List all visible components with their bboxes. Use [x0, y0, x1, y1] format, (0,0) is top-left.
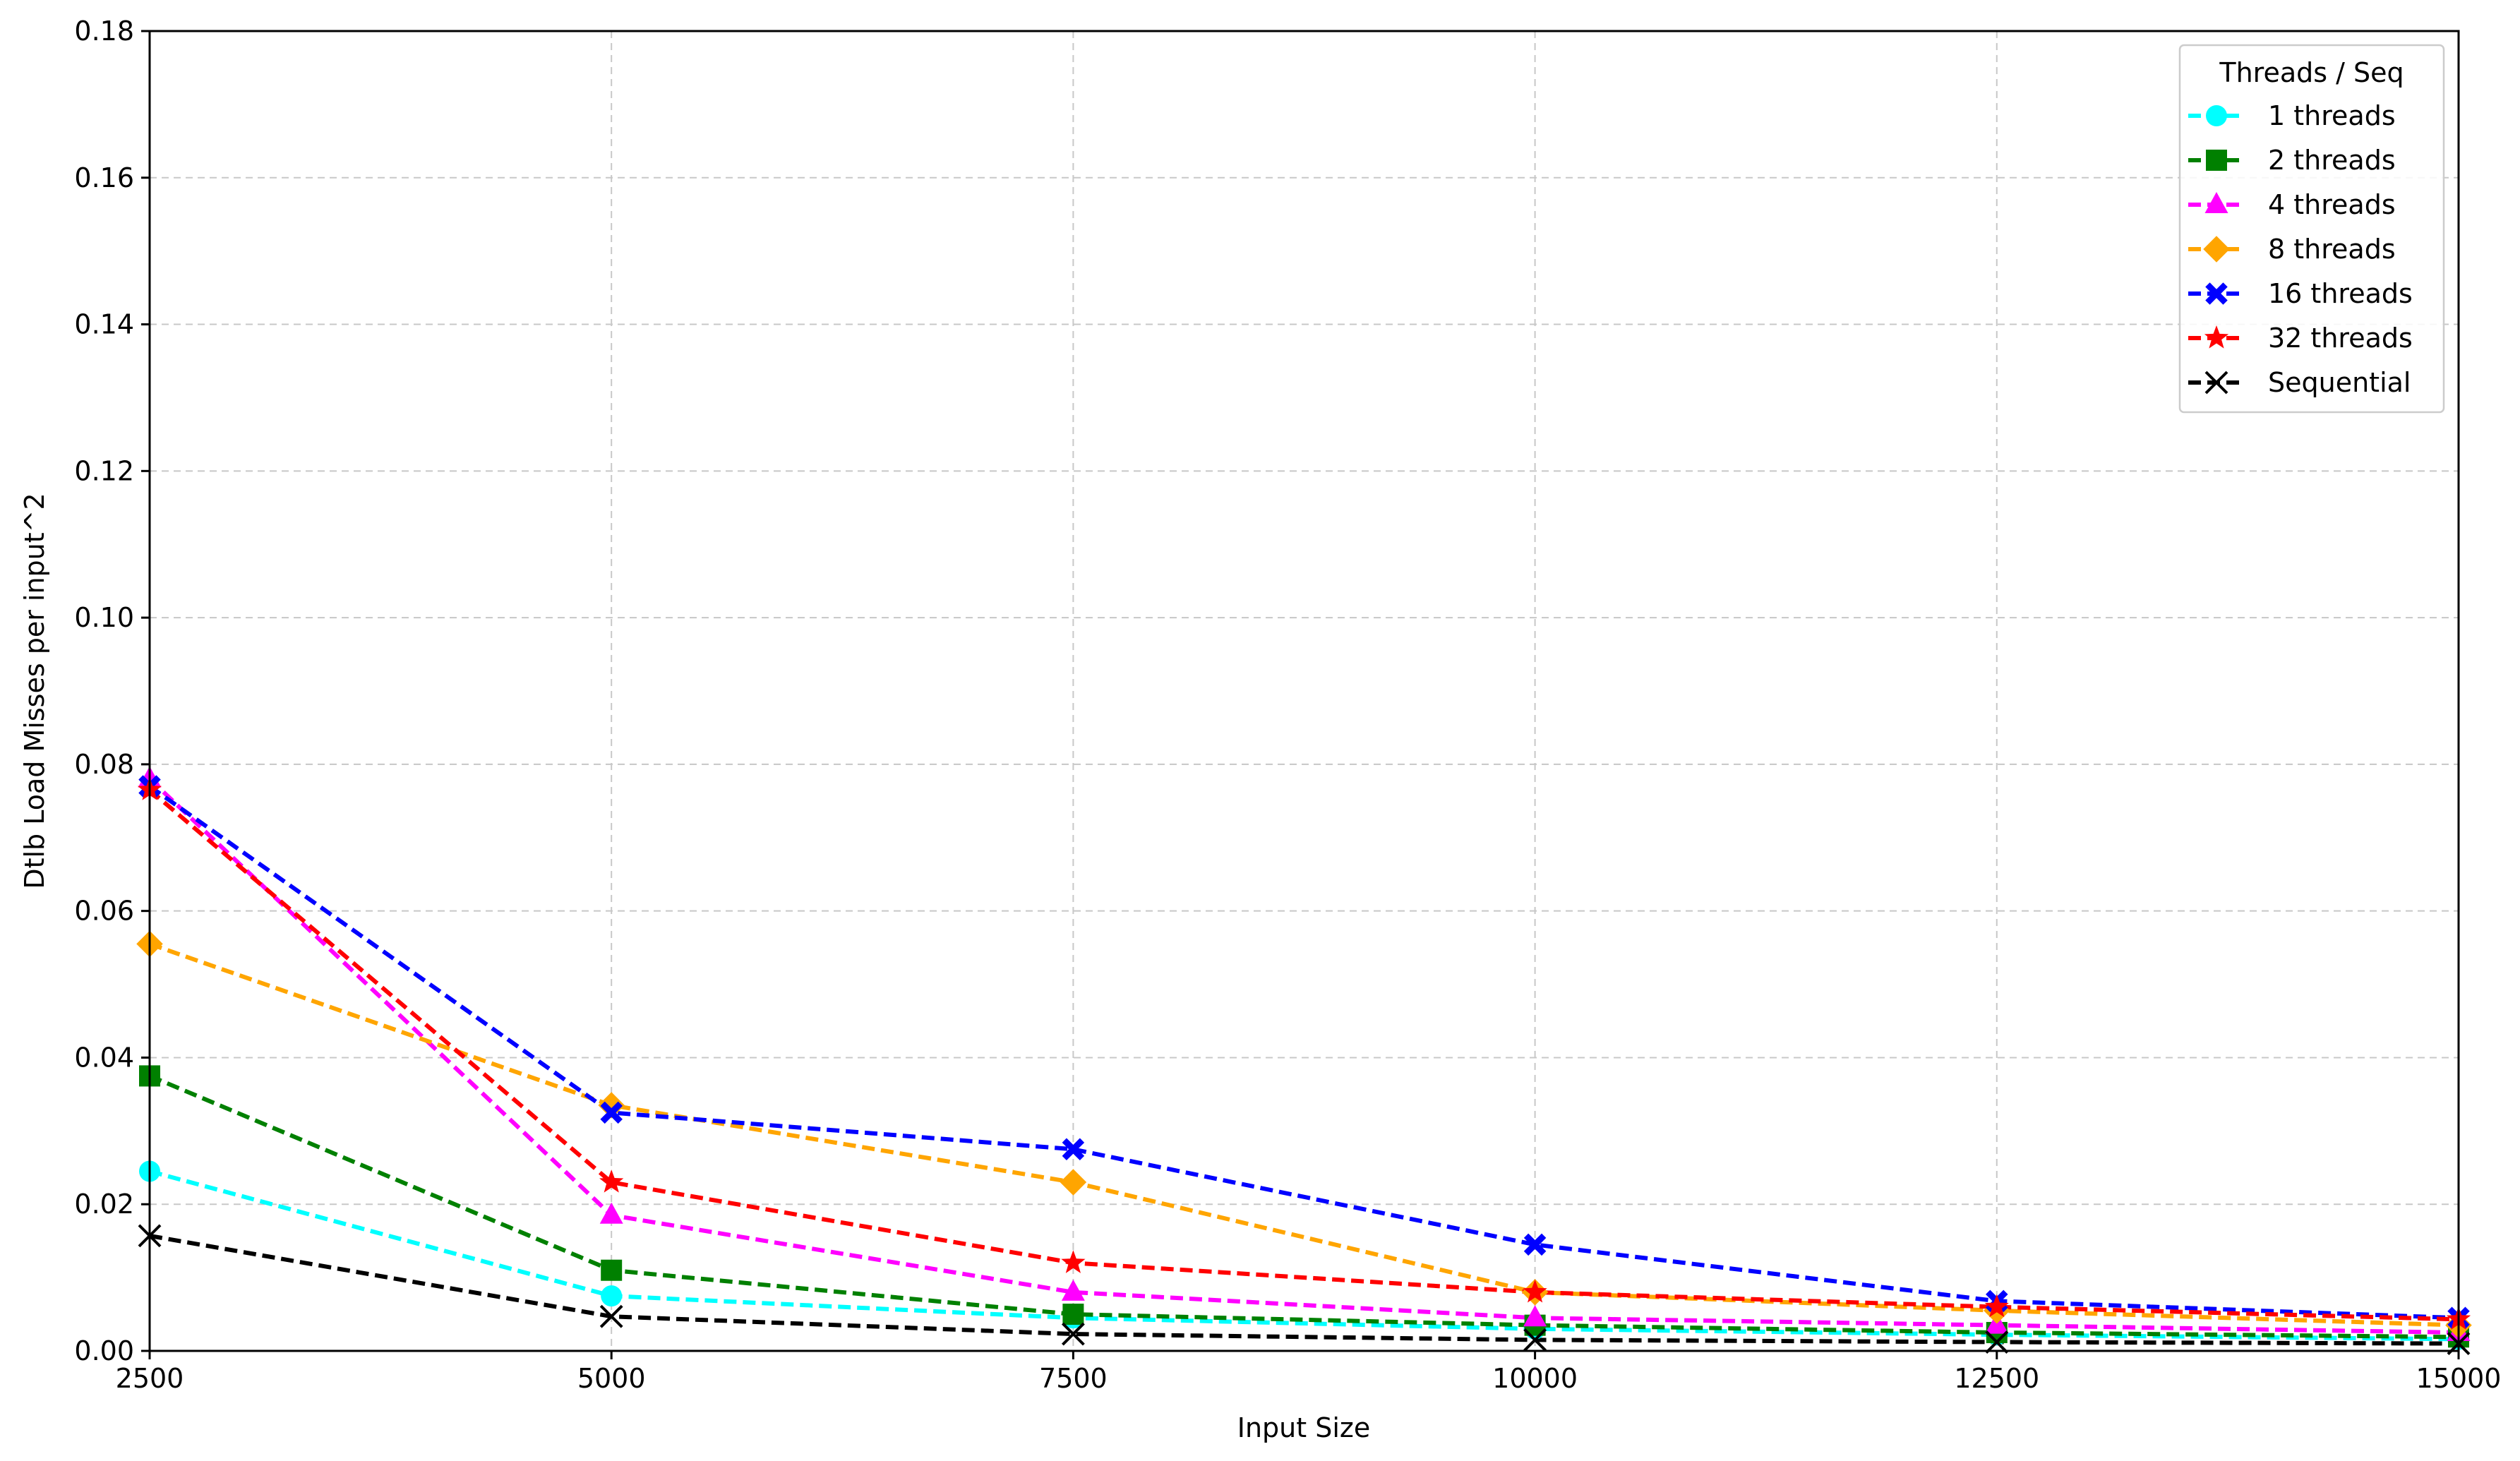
data-point: [599, 1304, 623, 1328]
data-point: [1523, 1233, 1547, 1256]
data-point: [1061, 1250, 1086, 1273]
series-line: [148, 784, 2459, 1321]
legend-marker: [2206, 105, 2227, 126]
data-point: [599, 1170, 624, 1193]
x-tick-label: 5000: [577, 1363, 646, 1394]
x-tick-label: 7500: [1039, 1363, 1108, 1394]
y-tick-label: 0.14: [74, 309, 134, 340]
y-axis-label: Dtlb Load Misses per input^2: [19, 493, 50, 889]
x-tick-label: 15000: [2416, 1363, 2502, 1394]
data-point: [1062, 1304, 1084, 1325]
legend-marker: [2203, 236, 2230, 263]
legend-marker: [2204, 325, 2229, 349]
legend-title: Threads / Seq: [2219, 57, 2404, 88]
legend-marker: [2204, 192, 2228, 213]
data-point: [600, 1101, 623, 1124]
data-point: [1062, 1138, 1085, 1161]
legend-items: 1 threads 2 threads 4 threads 8 threads 16 t…: [2188, 100, 2413, 398]
data-point: [1061, 1279, 1085, 1301]
legend-box: [2178, 44, 2445, 414]
data-point: [1523, 1279, 1547, 1303]
data-point: [1984, 1294, 2009, 1318]
x-tick-label: 10000: [1492, 1363, 1578, 1394]
x-tick-label: 2500: [116, 1363, 184, 1394]
legend-label: 16 threads: [2268, 278, 2413, 309]
y-axis-ticks: 0.00 0.02 0.04 0.06 0.08 0.10 0.12 0.14 0.16 0.18: [74, 16, 150, 1366]
data-point: [598, 1092, 625, 1119]
data-point: [1061, 1322, 1085, 1346]
y-tick-label: 0.00: [74, 1335, 134, 1366]
y-tick-label: 0.10: [74, 602, 134, 633]
data-point: [1985, 1330, 2009, 1354]
legend-marker: [2205, 282, 2228, 305]
legend-label: 8 threads: [2268, 234, 2396, 265]
y-tick-label: 0.06: [74, 896, 134, 927]
x-axis-ticks: 2500 5000 7500 10000 12500 15000: [116, 1351, 2502, 1394]
data-point: [601, 1259, 623, 1281]
legend-label: 2 threads: [2268, 145, 2396, 176]
data-point: [1523, 1328, 1547, 1352]
data-point: [601, 1285, 623, 1307]
data-point: [1060, 1169, 1087, 1196]
y-tick-label: 0.02: [74, 1189, 134, 1220]
x-axis-label: Input Size: [1237, 1412, 1370, 1443]
legend-marker: [2206, 150, 2227, 171]
series-line: [149, 1169, 2459, 1342]
legend: Threads / Seq 1 threads 2 threads 4 thread…: [2178, 44, 2445, 414]
legend-label: 1 threads: [2268, 100, 2396, 131]
y-tick-label: 0.18: [74, 16, 134, 47]
y-tick-label: 0.04: [74, 1042, 134, 1073]
plot-area: [150, 31, 2459, 1351]
series-line: [148, 777, 2459, 1335]
legend-marker: [2204, 371, 2228, 395]
y-tick-label: 0.16: [74, 162, 134, 193]
legend-label: 4 threads: [2268, 189, 2396, 220]
series-line: [149, 942, 2459, 1328]
x-tick-label: 12500: [1954, 1363, 2039, 1394]
series-line: [148, 788, 2459, 1322]
series-lines: [148, 777, 2459, 1346]
data-point: [1523, 1305, 1547, 1327]
series-line: [149, 1233, 2459, 1346]
legend-label: 32 threads: [2268, 323, 2413, 354]
y-tick-label: 0.08: [74, 749, 134, 780]
legend-label: Sequential: [2268, 367, 2411, 398]
plot-frame: [148, 30, 2460, 1352]
data-point: [599, 1202, 623, 1224]
y-tick-label: 0.12: [74, 455, 134, 486]
series-line: [148, 1074, 2459, 1340]
